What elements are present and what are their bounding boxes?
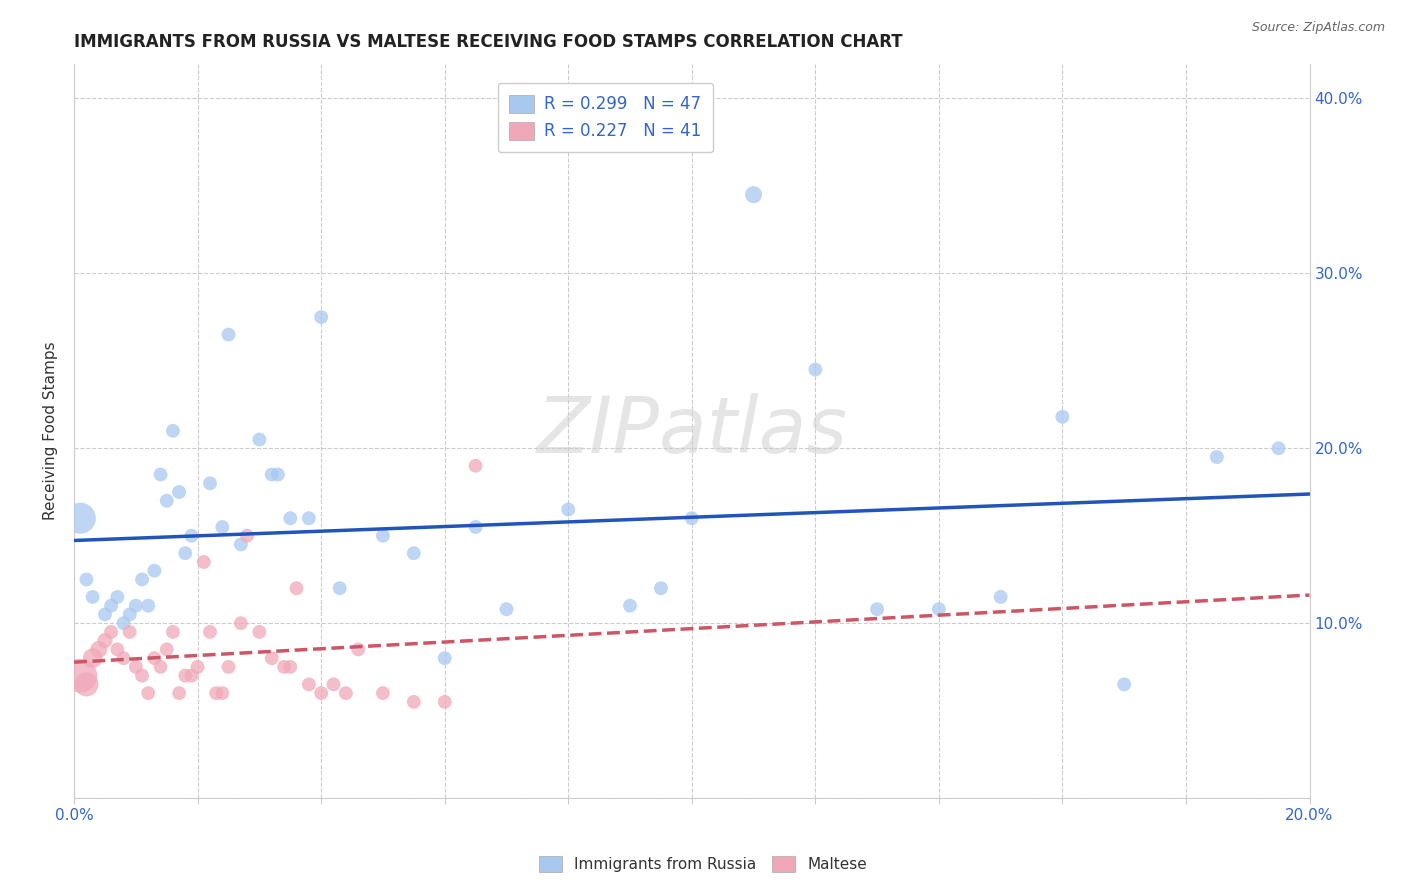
Point <box>218 327 240 342</box>
Point <box>143 651 166 665</box>
Point <box>347 642 370 657</box>
Point <box>156 642 179 657</box>
Point <box>309 310 332 324</box>
Point <box>322 677 344 691</box>
Point <box>156 493 179 508</box>
Point <box>118 624 141 639</box>
Point <box>990 590 1012 604</box>
Point <box>143 564 166 578</box>
Point <box>180 529 202 543</box>
Legend: Immigrants from Russia, Maltese: Immigrants from Russia, Maltese <box>531 848 875 880</box>
Point <box>1267 442 1289 456</box>
Point <box>273 660 295 674</box>
Point <box>82 651 104 665</box>
Point <box>278 660 301 674</box>
Point <box>193 555 215 569</box>
Point <box>69 511 91 525</box>
Point <box>247 624 270 639</box>
Point <box>247 433 270 447</box>
Point <box>866 602 889 616</box>
Point <box>187 660 209 674</box>
Point <box>229 616 252 631</box>
Point <box>260 651 283 665</box>
Point <box>742 187 765 202</box>
Point <box>236 529 259 543</box>
Point <box>495 602 517 616</box>
Point <box>136 599 159 613</box>
Point <box>75 573 97 587</box>
Point <box>131 668 153 682</box>
Point <box>118 607 141 622</box>
Point <box>100 599 122 613</box>
Point <box>804 362 827 376</box>
Point <box>180 668 202 682</box>
Point <box>162 624 184 639</box>
Point <box>211 520 233 534</box>
Point <box>619 599 641 613</box>
Point <box>335 686 357 700</box>
Legend: R = 0.299   N = 47, R = 0.227   N = 41: R = 0.299 N = 47, R = 0.227 N = 41 <box>498 83 713 152</box>
Point <box>167 686 190 700</box>
Point <box>125 599 148 613</box>
Point <box>125 660 148 674</box>
Y-axis label: Receiving Food Stamps: Receiving Food Stamps <box>44 342 58 520</box>
Point <box>131 573 153 587</box>
Point <box>211 686 233 700</box>
Point <box>149 660 172 674</box>
Point <box>1205 450 1227 464</box>
Point <box>278 511 301 525</box>
Point <box>267 467 290 482</box>
Point <box>100 624 122 639</box>
Point <box>329 581 352 595</box>
Point <box>433 695 456 709</box>
Point <box>174 668 197 682</box>
Text: Source: ZipAtlas.com: Source: ZipAtlas.com <box>1251 21 1385 34</box>
Point <box>174 546 197 560</box>
Point <box>94 607 117 622</box>
Point <box>82 590 104 604</box>
Text: ZIPatlas: ZIPatlas <box>536 392 848 469</box>
Point <box>285 581 308 595</box>
Point <box>149 467 172 482</box>
Point <box>298 677 321 691</box>
Point <box>87 642 110 657</box>
Point <box>928 602 950 616</box>
Point <box>94 633 117 648</box>
Point <box>557 502 579 516</box>
Point <box>167 485 190 500</box>
Point <box>402 695 425 709</box>
Point <box>681 511 703 525</box>
Point <box>433 651 456 665</box>
Point <box>464 520 486 534</box>
Point <box>371 529 394 543</box>
Point <box>309 686 332 700</box>
Point <box>136 686 159 700</box>
Point <box>198 476 221 491</box>
Point <box>205 686 228 700</box>
Point <box>218 660 240 674</box>
Point <box>402 546 425 560</box>
Point <box>112 651 135 665</box>
Point <box>1114 677 1136 691</box>
Point <box>650 581 672 595</box>
Point <box>371 686 394 700</box>
Point <box>105 590 128 604</box>
Point <box>1052 409 1074 424</box>
Point <box>112 616 135 631</box>
Point <box>298 511 321 525</box>
Point <box>229 537 252 551</box>
Point <box>198 624 221 639</box>
Point <box>69 668 91 682</box>
Point <box>75 677 97 691</box>
Point <box>260 467 283 482</box>
Point <box>464 458 486 473</box>
Point <box>105 642 128 657</box>
Point <box>162 424 184 438</box>
Text: IMMIGRANTS FROM RUSSIA VS MALTESE RECEIVING FOOD STAMPS CORRELATION CHART: IMMIGRANTS FROM RUSSIA VS MALTESE RECEIV… <box>75 33 903 51</box>
